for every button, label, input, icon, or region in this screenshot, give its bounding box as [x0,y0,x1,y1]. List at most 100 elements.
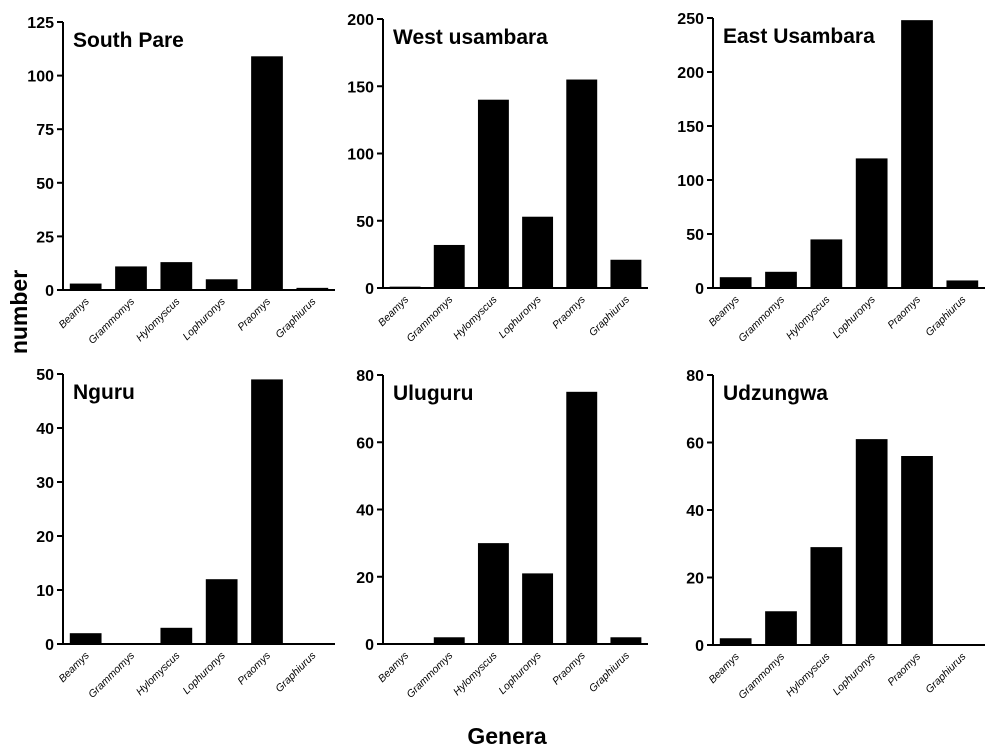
bar-grammomys [433,637,465,644]
y-tick-label: 50 [356,214,374,231]
y-tick-label: 0 [695,281,704,298]
bar-lophuronys [855,439,888,645]
bar-lophuronys [855,158,888,288]
y-tick-label: 0 [365,637,374,654]
y-tick-label: 40 [686,503,704,520]
x-tick-label-grammomys: Grammomys [404,649,456,701]
y-tick-label: 0 [365,281,374,298]
bar-lophuronys [522,216,554,288]
x-tick-label-praomys: Praomys [235,295,273,333]
y-tick-label: 10 [36,583,54,600]
chart-panel-udzungwa: 0 20 40 60 80 BeamysGrammomysHylomyscusLophur… [686,368,985,702]
x-tick-label-lophuronys: Lophuronys [181,295,229,343]
bar-hylomyscus [810,239,843,288]
x-tick-label-beamys: Beamys [56,295,92,331]
bar-praomys [251,379,283,644]
y-tick-label: 100 [347,147,374,164]
bar-beamys [69,283,102,290]
x-tick-label-graphiurus: Graphiurus [273,649,319,695]
panel-title: West usambara [393,26,548,49]
x-tick-label-hylomyscus: Hylomyscus [451,649,500,698]
y-tick-label: 50 [686,227,704,244]
y-tick-label: 80 [686,368,704,385]
y-tick-label: 50 [36,367,54,384]
bar-lophuronys [522,573,554,644]
y-tick-label: 75 [36,122,54,139]
y-tick-label: 40 [36,421,54,438]
bar-praomys [901,456,933,645]
chart-panels: 0255075100125BeamysGrammomysHylomyscusLo… [27,11,985,702]
bar-lophuronys [205,279,238,290]
x-axis-title: Genera [467,723,546,749]
x-tick-label-hylomyscus: Hylomyscus [134,649,183,698]
bar-graphiurus [296,643,329,644]
bar-praomys [251,56,283,290]
y-tick-label: 100 [677,173,704,190]
bar-hylomyscus [160,627,193,644]
x-tick-label-graphiurus: Graphiurus [587,293,633,339]
x-tick-label-beamys: Beamys [56,649,92,685]
x-tick-label-beamys: Beamys [706,650,742,686]
bar-graphiurus [946,644,979,645]
x-tick-label-grammomys: Grammomys [86,295,138,347]
bar-beamys [719,638,752,645]
bar-praomys [566,391,598,644]
y-tick-label: 60 [686,436,704,453]
y-tick-label: 20 [686,571,704,588]
x-tick-label-graphiurus: Graphiurus [587,649,633,695]
chart-panel-west-usambara: 0 50 100 150 200 BeamysGrammomysHylomyscusLop… [347,12,648,345]
bar-beamys [719,277,752,288]
bar-hylomyscus [810,547,843,645]
x-tick-label-beamys: Beamys [706,293,742,329]
x-tick-label-hylomyscus: Hylomyscus [134,295,183,344]
x-tick-label-praomys: Praomys [550,649,588,687]
x-tick-label-lophuronys: Lophuronys [496,293,544,341]
bar-grammomys [765,271,797,288]
x-tick-label-graphiurus: Graphiurus [273,295,319,341]
bar-grammomys [115,643,147,644]
bar-graphiurus [610,637,642,644]
y-tick-label: 0 [45,283,54,300]
y-tick-label: 0 [695,638,704,655]
y-tick-label: 200 [677,65,704,82]
y-tick-label: 50 [36,176,54,193]
bar-grammomys [433,244,465,288]
x-tick-label-lophuronys: Lophuronys [831,293,879,341]
y-tick-label: 150 [677,119,704,136]
chart-panel-uluguru: 0 20 40 60 80 BeamysGrammomysHylomyscusLophur… [356,368,648,701]
x-tick-label-praomys: Praomys [885,293,923,331]
bar-beamys [389,286,421,288]
x-tick-label-hylomyscus: Hylomyscus [784,650,833,699]
y-tick-label: 30 [36,475,54,492]
panel-title: Nguru [73,381,135,404]
bar-praomys [566,79,598,289]
panel-title: Uluguru [393,382,473,405]
chart-panel-east-usambara: 0 50 100 150 200 250 BeamysGrammomysHylomyscus… [677,11,985,345]
x-tick-label-graphiurus: Graphiurus [923,293,969,339]
y-tick-label: 125 [27,15,54,32]
bar-grammomys [115,266,147,290]
x-tick-label-grammomys: Grammomys [736,293,788,345]
x-tick-label-praomys: Praomys [235,649,273,687]
x-tick-label-praomys: Praomys [550,293,588,331]
y-tick-label: 20 [356,570,374,587]
y-tick-label: 80 [356,368,374,385]
x-tick-label-grammomys: Grammomys [736,650,788,702]
panel-title: East Usambara [723,25,875,48]
bar-graphiurus [610,259,642,288]
x-tick-label-grammomys: Grammomys [404,293,456,345]
bar-hylomyscus [477,99,509,288]
x-tick-label-lophuronys: Lophuronys [496,649,544,697]
y-tick-label: 20 [36,529,54,546]
bar-beamys [389,643,421,644]
bar-graphiurus [946,280,979,288]
x-tick-label-grammomys: Grammomys [86,649,138,701]
panel-title: South Pare [73,29,184,52]
y-tick-label: 100 [27,69,54,86]
chart-panel-south-pare: 0 25 50 75 100 125 BeamysGrammomysHylomyscusLo… [27,15,335,347]
y-tick-label: 0 [45,637,54,654]
y-tick-label: 200 [347,12,374,29]
x-tick-label-praomys: Praomys [885,650,923,688]
x-tick-label-lophuronys: Lophuronys [181,649,229,697]
